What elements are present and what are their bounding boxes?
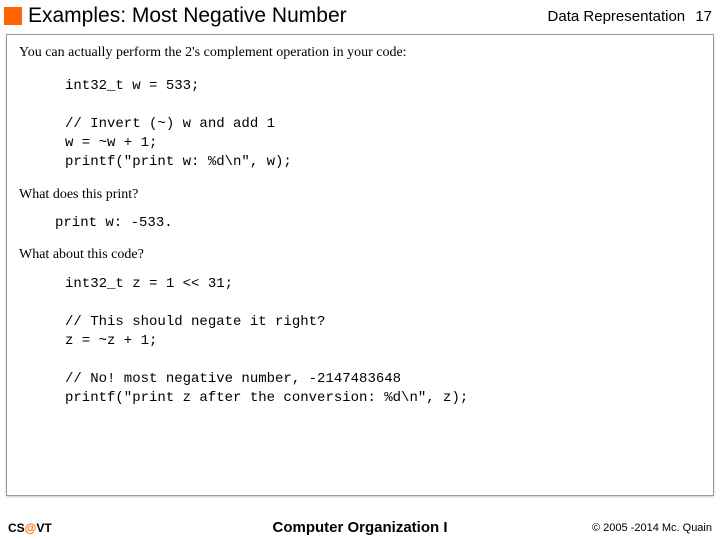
code-line: w = ~w + 1; bbox=[65, 135, 157, 151]
slide-content: You can actually perform the 2's complem… bbox=[6, 34, 714, 496]
footer-at: @ bbox=[25, 521, 37, 535]
code-line: // Invert (~) w and add 1 bbox=[65, 116, 275, 132]
slide-header: Examples: Most Negative Number Data Repr… bbox=[0, 0, 720, 30]
footer-vt: VT bbox=[36, 521, 51, 535]
footer-right: © 2005 -2014 Mc. Quain bbox=[536, 522, 712, 534]
intro-text: You can actually perform the 2's complem… bbox=[19, 45, 701, 61]
code-line: printf("print w: %d\n", w); bbox=[65, 154, 292, 170]
code-block-2: int32_t z = 1 << 31; // This should nega… bbox=[65, 275, 701, 407]
code-line: printf("print z after the conversion: %d… bbox=[65, 390, 468, 406]
code-line: z = ~z + 1; bbox=[65, 333, 157, 349]
header-topic-page: Data Representation 17 bbox=[548, 8, 712, 25]
header-page: 17 bbox=[695, 8, 712, 25]
footer-cs: CS bbox=[8, 521, 25, 535]
code-block-1: int32_t w = 533; // Invert (~) w and add… bbox=[65, 77, 701, 171]
question-1: What does this print? bbox=[19, 187, 701, 203]
slide-footer: CS@VT Computer Organization I © 2005 -20… bbox=[0, 519, 720, 536]
header-topic: Data Representation bbox=[548, 8, 686, 25]
footer-center: Computer Organization I bbox=[184, 519, 536, 536]
code-line: int32_t z = 1 << 31; bbox=[65, 276, 233, 292]
code-line: // No! most negative number, -2147483648 bbox=[65, 371, 401, 387]
output-1: print w: -533. bbox=[55, 215, 701, 231]
footer-left: CS@VT bbox=[8, 521, 184, 535]
bullet-icon bbox=[4, 7, 22, 25]
code-line: int32_t w = 533; bbox=[65, 78, 199, 94]
slide-title: Examples: Most Negative Number bbox=[28, 4, 548, 28]
code-line: // This should negate it right? bbox=[65, 314, 325, 330]
question-2: What about this code? bbox=[19, 247, 701, 263]
